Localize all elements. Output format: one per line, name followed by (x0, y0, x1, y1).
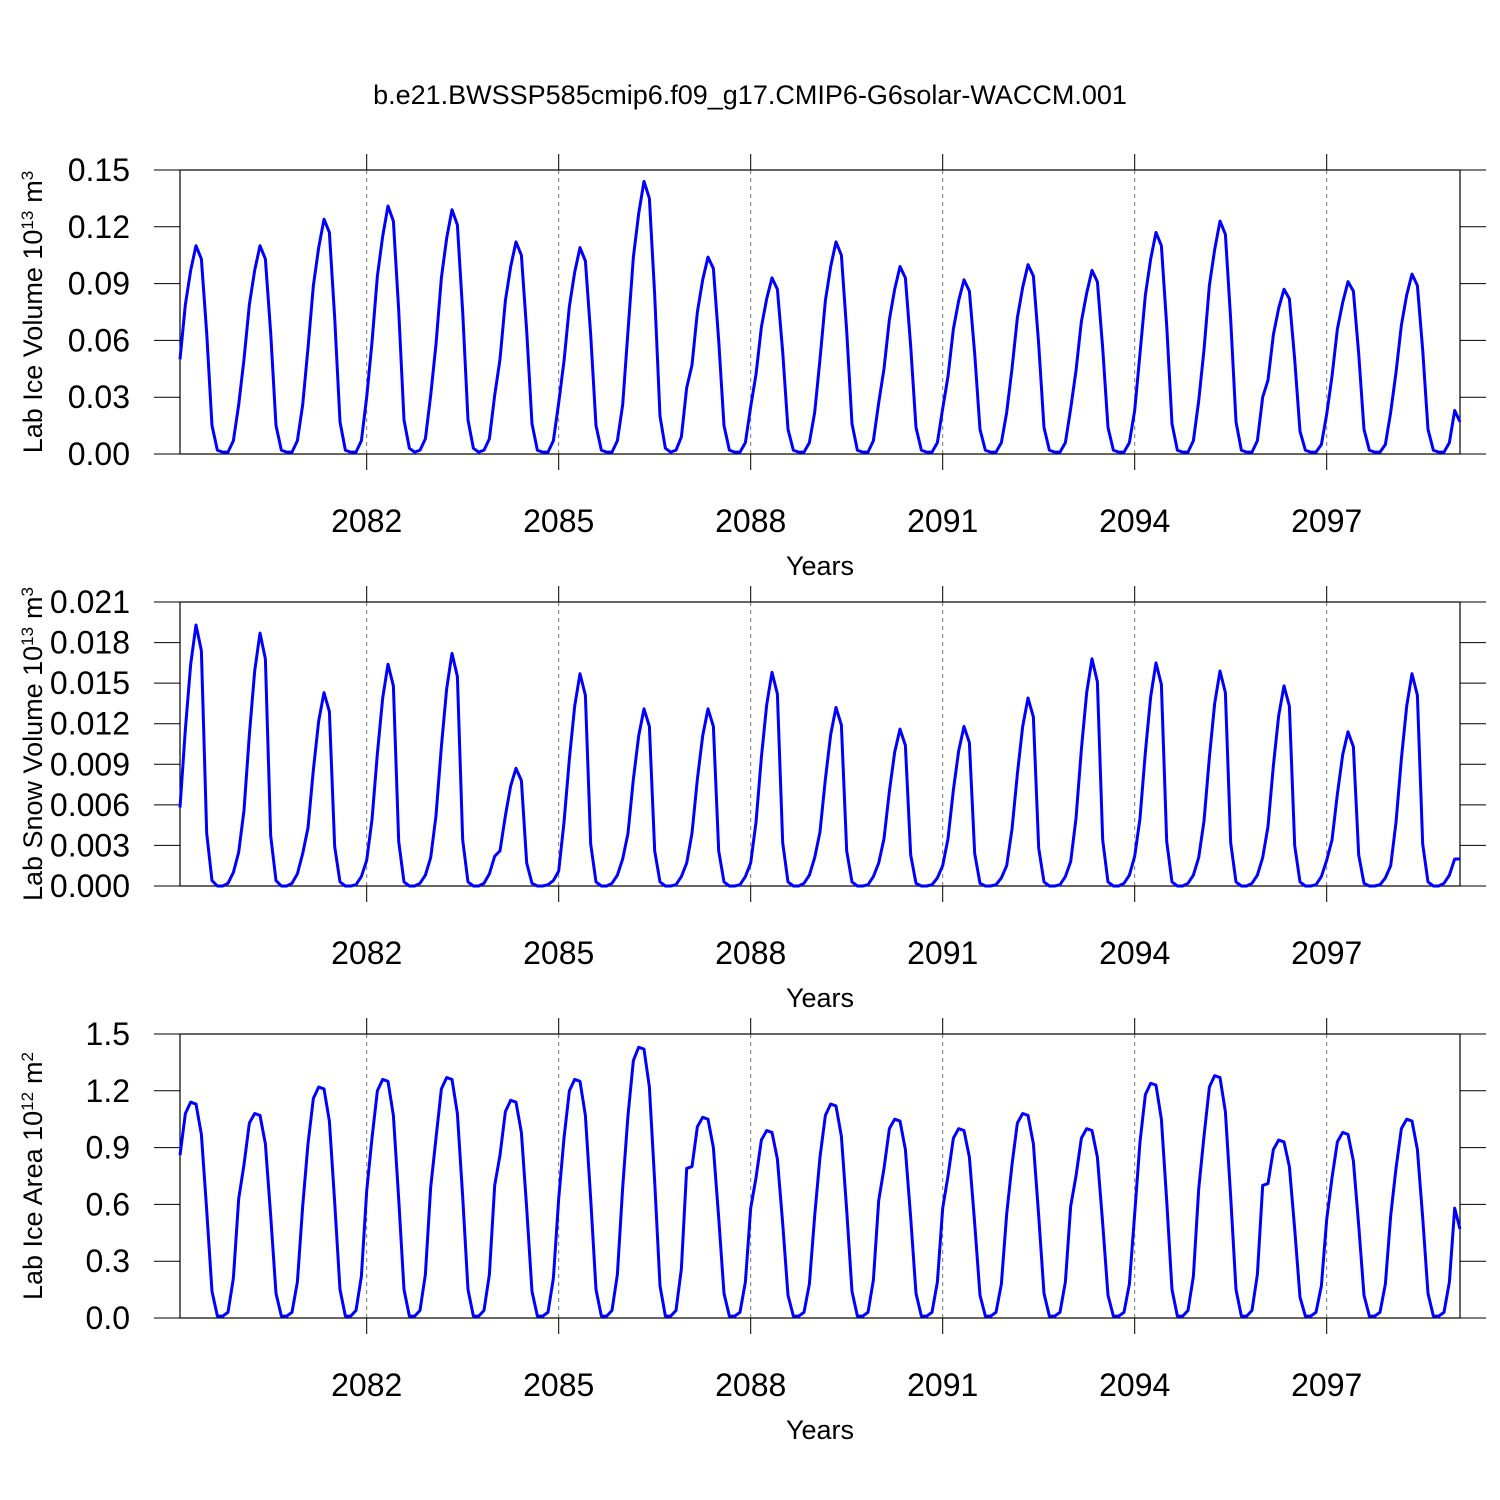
y-tick-label: 0.09 (68, 266, 130, 302)
x-tick-label: 2097 (1291, 1367, 1362, 1403)
y-tick-label: 0.015 (50, 665, 130, 701)
y-tick-label: 0.6 (86, 1186, 130, 1222)
y-tick-label: 1.5 (86, 1016, 130, 1052)
y-axis-label-part: Lab Ice Volume 10 (18, 230, 48, 454)
y-axis-label-part: m (18, 1061, 48, 1084)
y-tick-label: 0.3 (86, 1243, 130, 1279)
y-tick-label: 0.009 (50, 746, 130, 782)
y-tick-label: 0.012 (50, 706, 130, 742)
x-tick-label: 2091 (907, 503, 978, 539)
x-tick-label: 2085 (523, 503, 594, 539)
y-axis-label-part: 3 (18, 587, 37, 596)
y-axis-label: Lab Snow Volume 1013 m3 (18, 587, 49, 901)
y-tick-label: 0.9 (86, 1130, 130, 1166)
y-axis-label: Lab Ice Volume 1013 m3 (18, 171, 49, 454)
x-axis-label: Years (786, 1415, 854, 1445)
data-line (178, 1045, 1462, 1318)
y-axis-label-part: 2 (18, 1052, 37, 1061)
data-line (178, 179, 1462, 454)
plot-frame (179, 1033, 1461, 1319)
y-axis-label-part: 13 (18, 211, 37, 230)
y-tick-label: 0.006 (50, 787, 130, 823)
x-tick-label: 2088 (715, 1367, 786, 1403)
x-tick-label: 2097 (1291, 935, 1362, 971)
y-tick-label: 0.003 (50, 827, 130, 863)
y-tick-label: 0.000 (50, 868, 130, 904)
y-tick-label: 0.0 (86, 1300, 130, 1336)
x-tick-label: 2088 (715, 935, 786, 971)
x-tick-label: 2082 (331, 1367, 402, 1403)
y-tick-label: 0.15 (68, 152, 130, 188)
x-tick-label: 2094 (1099, 503, 1170, 539)
plot-frame (179, 169, 1461, 455)
x-tick-label: 2094 (1099, 1367, 1170, 1403)
y-axis-label-part: 3 (18, 171, 37, 180)
x-tick-label: 2097 (1291, 503, 1362, 539)
y-axis-label-part: Lab Snow Volume 10 (18, 646, 48, 901)
y-tick-label: 0.021 (50, 584, 130, 620)
y-tick-label: 0.018 (50, 625, 130, 661)
y-axis-label-part: m (18, 180, 48, 203)
x-tick-label: 2091 (907, 935, 978, 971)
y-axis-label-part: 12 (18, 1092, 37, 1111)
y-tick-label: 0.06 (68, 322, 130, 358)
x-tick-label: 2094 (1099, 935, 1170, 971)
x-tick-label: 2091 (907, 1367, 978, 1403)
y-tick-label: 0.03 (68, 379, 130, 415)
x-axis-label: Years (786, 983, 854, 1013)
x-tick-label: 2088 (715, 503, 786, 539)
y-tick-label: 0.00 (68, 436, 130, 472)
x-tick-label: 2082 (331, 503, 402, 539)
x-tick-label: 2085 (523, 1367, 594, 1403)
y-tick-label: 0.12 (68, 209, 130, 245)
plot-frame (179, 601, 1461, 887)
data-line (178, 623, 1460, 888)
y-axis-label-part: 13 (18, 627, 37, 646)
x-tick-label: 2082 (331, 935, 402, 971)
x-axis-label: Years (786, 551, 854, 581)
y-tick-label: 1.2 (86, 1073, 130, 1109)
y-axis-label: Lab Ice Area 1012 m2 (18, 1052, 49, 1300)
x-tick-label: 2085 (523, 935, 594, 971)
y-axis-label-part: Lab Ice Area 10 (18, 1111, 48, 1300)
figure-title: b.e21.BWSSP585cmip6.f09_g17.CMIP6-G6sola… (373, 80, 1127, 110)
y-axis-label-part: m (18, 596, 48, 619)
